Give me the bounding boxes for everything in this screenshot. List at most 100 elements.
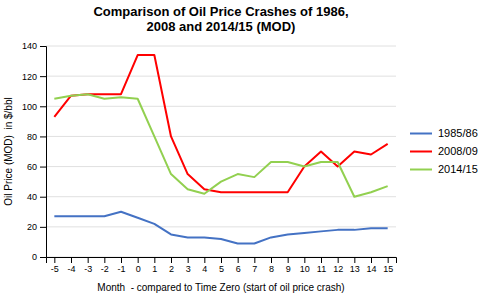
tick-mark: [40, 106, 46, 107]
title: Comparison of Oil Price Crashes of 1986,…: [93, 4, 348, 34]
tick-label: 100: [22, 102, 37, 112]
tick: 6: [236, 257, 241, 274]
tick-mark: [40, 197, 46, 198]
legend-swatch: [410, 169, 432, 171]
y-axis: 0 20 40 60 80 100 120 140: [22, 41, 47, 262]
tick: 13: [350, 257, 360, 274]
tick-label: 7: [252, 264, 257, 274]
tick: 80: [27, 132, 46, 142]
tick: 8: [269, 257, 274, 274]
legend-label: 2008/09: [438, 145, 478, 157]
tick: 14: [366, 257, 376, 274]
tick-label: 2: [169, 264, 174, 274]
legend-swatch: [410, 133, 432, 135]
legend-swatch: [410, 151, 432, 153]
tick: -2: [101, 257, 109, 274]
tick-mark: [40, 136, 46, 137]
tick: 11: [317, 257, 326, 274]
tick-mark: [54, 257, 55, 263]
tick-label: -3: [84, 264, 92, 274]
tick-mark: [40, 167, 46, 168]
y-axis-title: Oil Price (MOD) in $/bbl: [3, 97, 14, 205]
tick: -3: [84, 257, 92, 274]
tick-label: 5: [219, 264, 224, 274]
tick-label: 0: [32, 252, 37, 262]
tick: 15: [383, 257, 393, 274]
tick: 1: [152, 257, 157, 274]
tick-label: 0: [136, 264, 141, 274]
tick-label: 40: [27, 192, 37, 202]
tick-mark: [88, 257, 89, 263]
tick: 4: [202, 257, 207, 274]
tick-mark: [121, 257, 122, 263]
legend-label: 1985/86: [438, 127, 478, 139]
tick-mark: [254, 257, 255, 263]
grid-line: [46, 136, 396, 137]
tick: 40: [27, 192, 46, 202]
tick: 0: [32, 252, 46, 262]
tick: 9: [286, 257, 291, 274]
tick-mark: [40, 76, 46, 77]
tick-label: 11: [317, 264, 326, 274]
tick: 120: [22, 72, 46, 82]
legend-item: 1985/86: [410, 127, 478, 139]
tick-mark: [71, 257, 72, 263]
tick-label: 140: [22, 41, 37, 51]
series-group: [54, 55, 387, 243]
legend: 1985/86 2008/09 2014/15: [410, 127, 478, 175]
tick-mark: [304, 257, 305, 263]
legend-label: 2014/15: [438, 163, 478, 175]
tick-mark: [204, 257, 205, 263]
tick-label: 60: [27, 162, 37, 172]
tick: 10: [300, 257, 310, 274]
tick: 60: [27, 162, 46, 172]
tick: 20: [27, 222, 46, 232]
tick-label: 13: [350, 264, 360, 274]
grid: [46, 46, 396, 257]
tick-label: 80: [27, 132, 37, 142]
tick-label: 14: [366, 264, 376, 274]
tick-label: 8: [269, 264, 274, 274]
tick-label: 12: [333, 264, 343, 274]
x-axis-title: Month - compared to Time Zero (start of …: [97, 282, 344, 293]
axis-line: [40, 47, 47, 258]
title-line: 2008 and 2014/15 (MOD): [147, 19, 296, 34]
line: [54, 55, 387, 192]
tick-mark: [221, 257, 222, 263]
axis-line: [47, 258, 397, 264]
tick: 2: [169, 257, 174, 274]
tick-label: 15: [383, 264, 393, 274]
tick: -5: [51, 257, 59, 274]
tick-mark: [154, 257, 155, 263]
tick-label: 120: [22, 72, 37, 82]
tick-mark: [271, 257, 272, 263]
chart: -5-4-3-2-1012345678910111213141502040608…: [0, 0, 488, 297]
tick-mark: [388, 257, 389, 263]
tick-label: -1: [117, 264, 125, 274]
tick: 3: [186, 257, 191, 274]
tick-label: 1: [152, 264, 157, 274]
tick-mark: [188, 257, 189, 263]
grid-line: [46, 226, 396, 227]
tick: -4: [67, 257, 75, 274]
tick: 100: [22, 102, 46, 112]
tick-mark: [238, 257, 239, 263]
tick-mark: [104, 257, 105, 263]
grid-line: [46, 46, 396, 47]
grid-line: [46, 76, 396, 77]
grid-line: [46, 196, 396, 197]
tick: -1: [117, 257, 125, 274]
tick: 5: [219, 257, 224, 274]
tick-mark: [321, 257, 322, 263]
tick: 7: [252, 257, 257, 274]
tick-label: -4: [67, 264, 75, 274]
tick-mark: [40, 257, 46, 258]
tick: 12: [333, 257, 343, 274]
tick-mark: [338, 257, 339, 263]
tick-label: 3: [186, 264, 191, 274]
title-line: Comparison of Oil Price Crashes of 1986,: [93, 4, 348, 19]
tick-mark: [371, 257, 372, 263]
line: [54, 212, 387, 244]
tick-mark: [354, 257, 355, 263]
tick-label: 9: [286, 264, 291, 274]
